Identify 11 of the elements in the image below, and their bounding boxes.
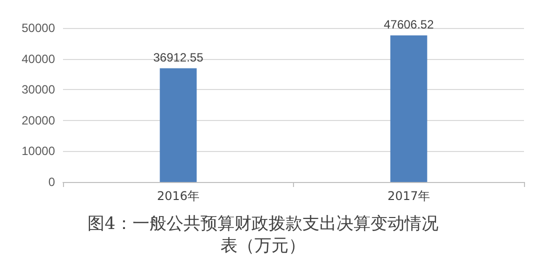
- y-tick-label: 0: [48, 175, 56, 189]
- y-tick-label: 20000: [22, 113, 56, 128]
- y-tick-label: 50000: [22, 21, 56, 35]
- x-tick-label: 2017年: [387, 189, 430, 203]
- data-label: 47606.52: [384, 17, 434, 32]
- y-tick-label: 10000: [22, 144, 56, 158]
- y-tick-label: 30000: [22, 82, 56, 97]
- text: 图4：一般公共预算财政拨款支出决算变动情况表（万元）: [88, 214, 438, 256]
- data-label: 36912.55: [153, 50, 204, 64]
- x-tick-label: 2016年: [156, 189, 200, 203]
- y-tick-label: 40000: [22, 52, 56, 66]
